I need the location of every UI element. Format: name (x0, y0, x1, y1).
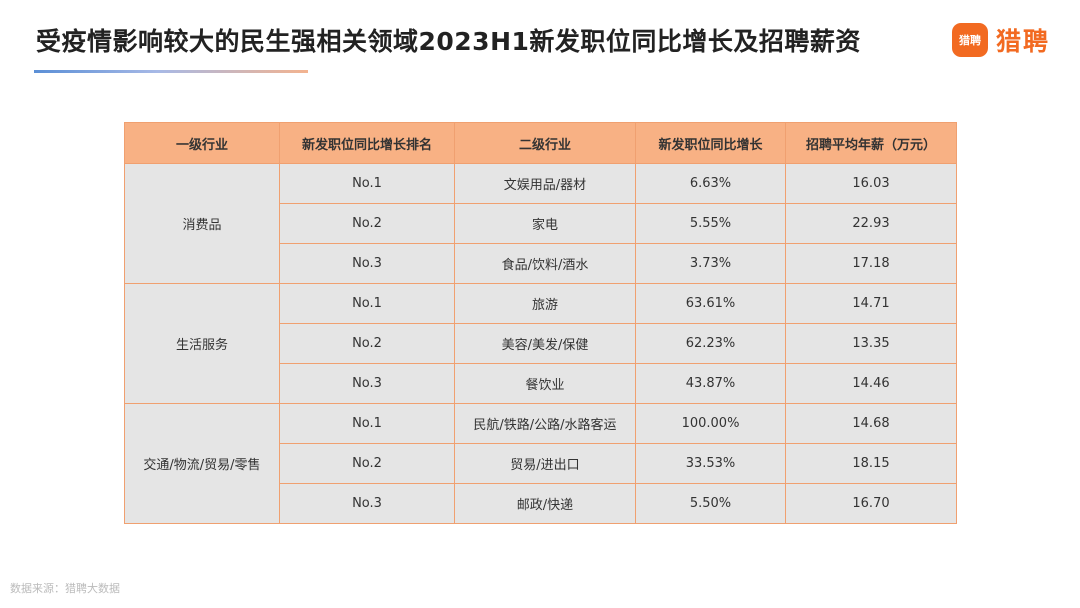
sub-industry-cell: 家电 (455, 204, 636, 244)
rank-cell: No.3 (280, 244, 455, 284)
header-industry-l1: 一级行业 (125, 123, 280, 164)
sub-industry-cell: 邮政/快递 (455, 484, 636, 524)
rank-cell: No.3 (280, 484, 455, 524)
data-table: 一级行业 新发职位同比增长排名 二级行业 新发职位同比增长 招聘平均年薪（万元）… (124, 122, 957, 524)
header-industry-l2: 二级行业 (455, 123, 636, 164)
group-name-cell: 生活服务 (125, 284, 280, 404)
rank-cell: No.1 (280, 404, 455, 444)
sub-industry-cell: 餐饮业 (455, 364, 636, 404)
growth-cell: 3.73% (636, 244, 786, 284)
growth-cell: 6.63% (636, 164, 786, 204)
salary-cell: 16.03 (786, 164, 957, 204)
salary-cell: 14.68 (786, 404, 957, 444)
header-growth: 新发职位同比增长 (636, 123, 786, 164)
brand-logo: 猎聘 猎聘 (952, 22, 1050, 58)
table-row: 生活服务 No.1 旅游 63.61% 14.71 (125, 284, 957, 324)
sub-industry-cell: 文娱用品/器材 (455, 164, 636, 204)
rank-cell: No.2 (280, 444, 455, 484)
table-row: 消费品 No.1 文娱用品/器材 6.63% 16.03 (125, 164, 957, 204)
source-note: 数据来源：猎聘大数据 (10, 580, 120, 596)
header-growth-rank: 新发职位同比增长排名 (280, 123, 455, 164)
title-underline (34, 70, 308, 73)
salary-cell: 14.46 (786, 364, 957, 404)
sub-industry-cell: 贸易/进出口 (455, 444, 636, 484)
rank-cell: No.3 (280, 364, 455, 404)
growth-cell: 63.61% (636, 284, 786, 324)
sub-industry-cell: 美容/美发/保健 (455, 324, 636, 364)
page-title: 受疫情影响较大的民生强相关领域2023H1新发职位同比增长及招聘薪资 (36, 22, 861, 58)
sub-industry-cell: 食品/饮料/酒水 (455, 244, 636, 284)
salary-cell: 16.70 (786, 484, 957, 524)
rank-cell: No.1 (280, 164, 455, 204)
growth-cell: 33.53% (636, 444, 786, 484)
brand-name: 猎聘 (996, 22, 1050, 58)
sub-industry-cell: 民航/铁路/公路/水路客运 (455, 404, 636, 444)
growth-cell: 43.87% (636, 364, 786, 404)
table-row: 交通/物流/贸易/零售 No.1 民航/铁路/公路/水路客运 100.00% 1… (125, 404, 957, 444)
group-name-cell: 消费品 (125, 164, 280, 284)
salary-cell: 18.15 (786, 444, 957, 484)
sub-industry-cell: 旅游 (455, 284, 636, 324)
salary-cell: 13.35 (786, 324, 957, 364)
rank-cell: No.2 (280, 324, 455, 364)
salary-cell: 17.18 (786, 244, 957, 284)
growth-cell: 100.00% (636, 404, 786, 444)
liepin-logo-icon: 猎聘 (952, 23, 988, 57)
rank-cell: No.2 (280, 204, 455, 244)
rank-cell: No.1 (280, 284, 455, 324)
salary-cell: 14.71 (786, 284, 957, 324)
table-header-row: 一级行业 新发职位同比增长排名 二级行业 新发职位同比增长 招聘平均年薪（万元） (125, 123, 957, 164)
group-name-cell: 交通/物流/贸易/零售 (125, 404, 280, 524)
header-salary: 招聘平均年薪（万元） (786, 123, 957, 164)
salary-cell: 22.93 (786, 204, 957, 244)
growth-cell: 5.50% (636, 484, 786, 524)
growth-cell: 5.55% (636, 204, 786, 244)
growth-cell: 62.23% (636, 324, 786, 364)
